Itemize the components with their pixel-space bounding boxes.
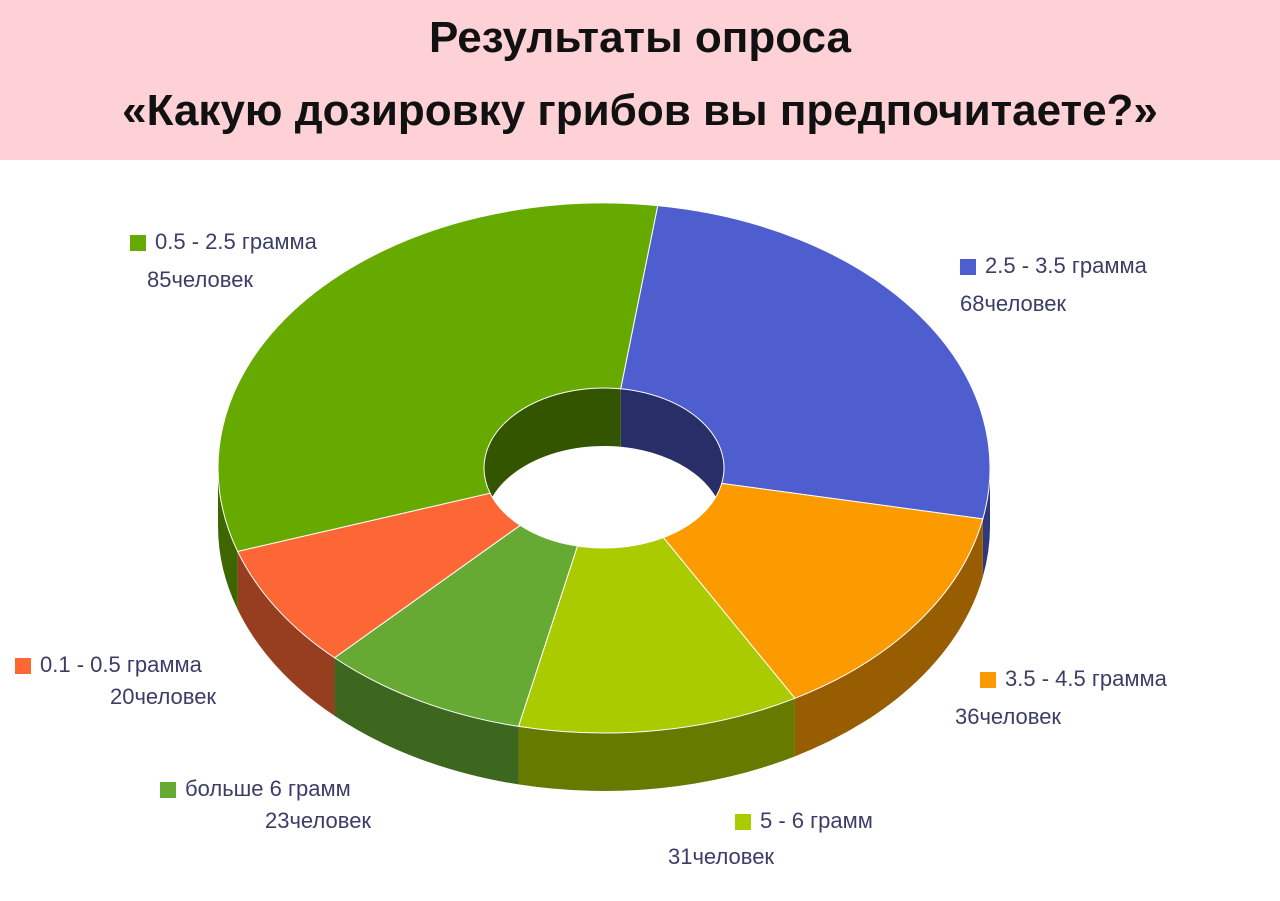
- legend-swatch: [735, 814, 751, 830]
- side-wall: [237, 551, 335, 716]
- inner-wall: [620, 388, 724, 526]
- inner-wall: [484, 388, 621, 526]
- donut-slice: [333, 524, 579, 727]
- legend-swatch: [160, 782, 176, 798]
- legend-swatch: [960, 259, 976, 275]
- value-label: 85человек: [147, 267, 253, 292]
- side-wall: [218, 468, 238, 610]
- donut-slice: [662, 482, 984, 699]
- legend-label: 0.1 - 0.5 грамма: [40, 652, 203, 677]
- title-band: [0, 0, 1280, 160]
- value-label: 23человек: [265, 808, 371, 833]
- donut-slice: [517, 536, 796, 734]
- hole-walls: [484, 388, 724, 526]
- value-label: 36человек: [955, 704, 1061, 729]
- value-label: 20человек: [110, 684, 216, 709]
- legend-label: 5 - 6 грамм: [760, 808, 873, 833]
- value-label: 68человек: [960, 291, 1066, 316]
- chart-subtitle: «Какую дозировку грибов вы предпочитаете…: [122, 86, 1158, 135]
- side-wall: [518, 698, 795, 792]
- legend-label: 2.5 - 3.5 грамма: [985, 253, 1148, 278]
- legend-label: больше 6 грамм: [185, 776, 351, 801]
- value-label: 31человек: [668, 844, 774, 869]
- donut-slice: [620, 205, 991, 520]
- side-wall: [794, 518, 983, 757]
- donut-slice: [236, 492, 522, 659]
- legend-label: 3.5 - 4.5 грамма: [1005, 666, 1168, 691]
- legend-swatch: [130, 235, 146, 251]
- legend-swatch: [980, 672, 996, 688]
- donut-slice: [217, 202, 659, 553]
- legend-label: 0.5 - 2.5 грамма: [155, 229, 318, 254]
- legend-swatch: [15, 658, 31, 674]
- side-wall: [334, 657, 519, 785]
- chart-title: Результаты опроса: [429, 13, 852, 62]
